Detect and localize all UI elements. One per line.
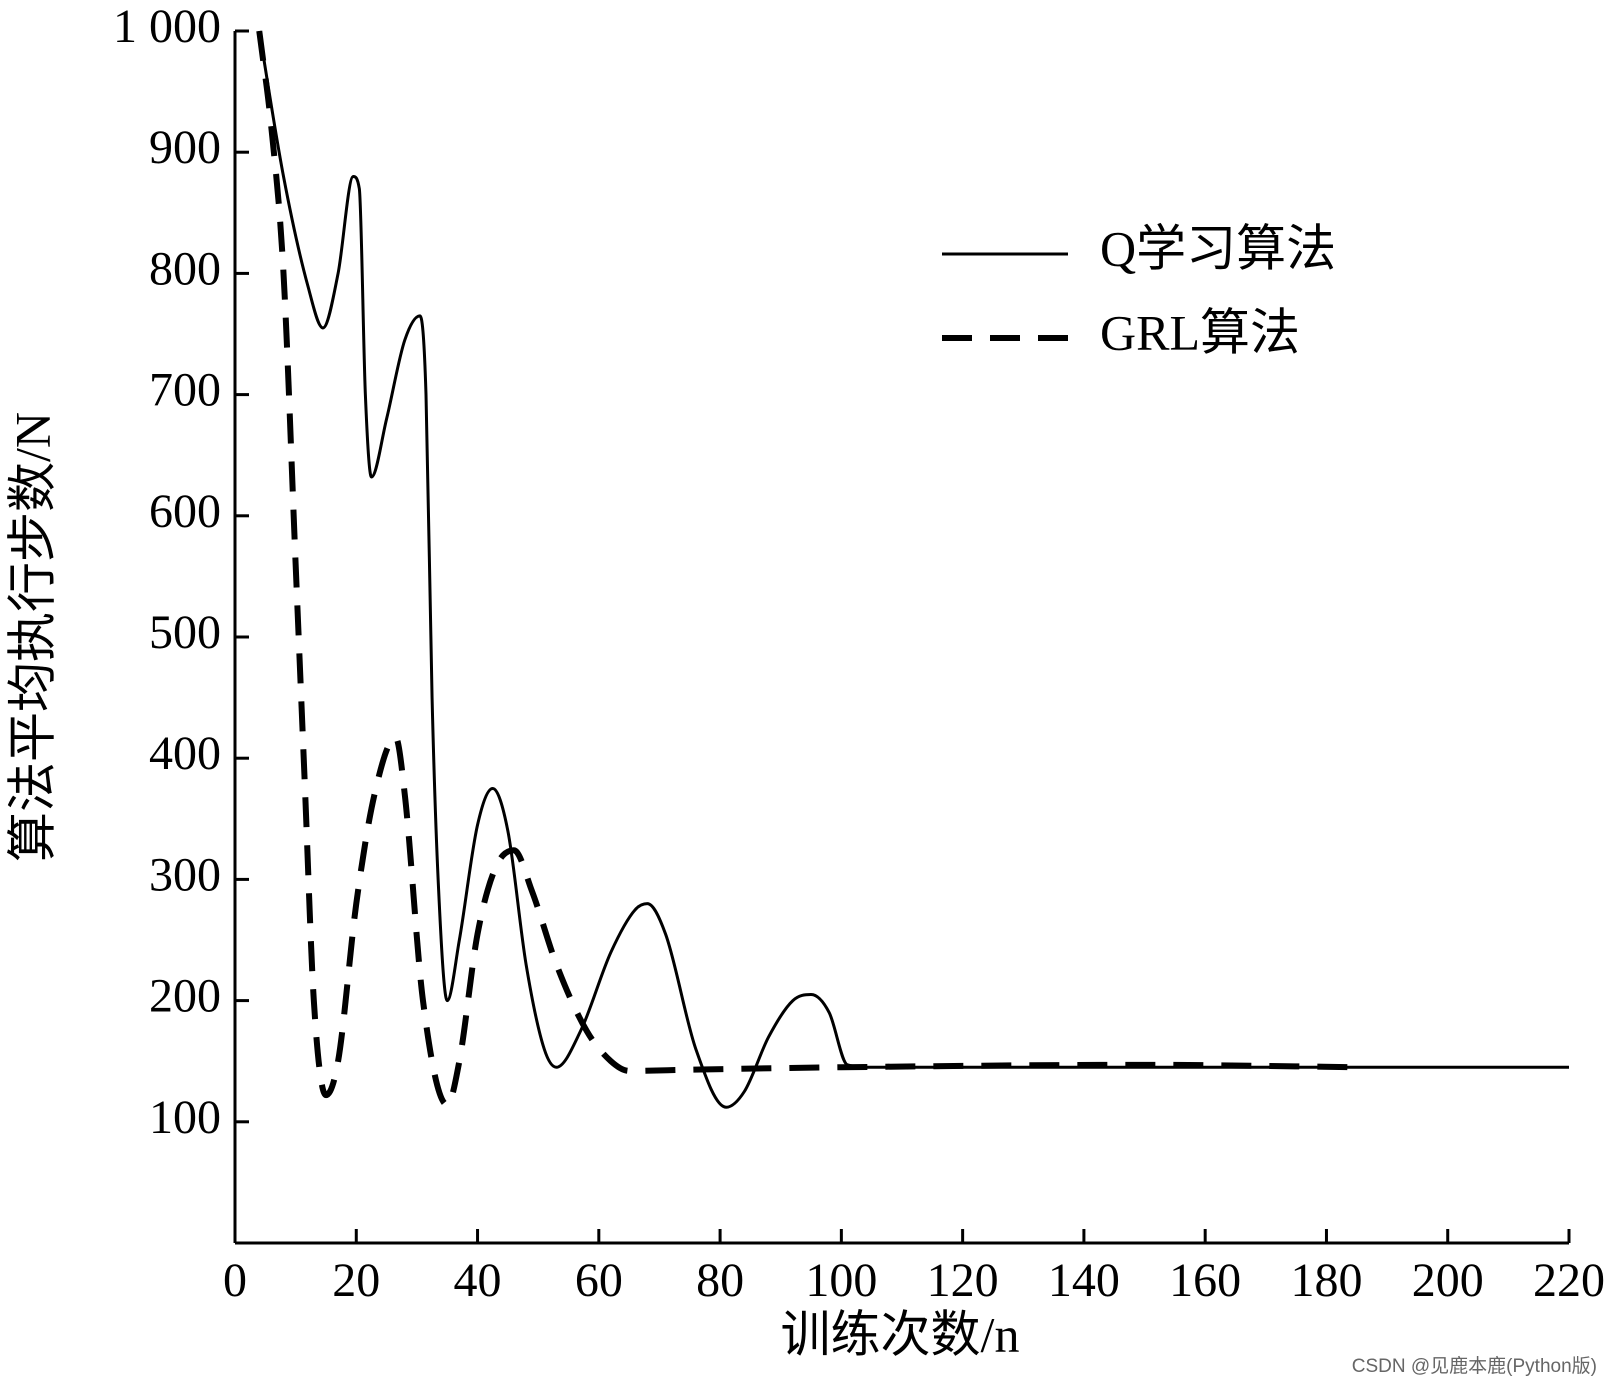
x-tick-label: 40	[454, 1254, 502, 1307]
y-tick-label: 1 000	[113, 0, 221, 53]
legend-label: GRL算法	[1100, 304, 1300, 360]
x-tick-label: 180	[1290, 1254, 1362, 1307]
y-tick-label: 100	[149, 1091, 221, 1144]
x-axis-title: 训练次数/n	[781, 1306, 1020, 1362]
line-series	[256, 30, 1363, 1108]
x-tick-label: 0	[223, 1254, 247, 1307]
x-tick-label: 140	[1048, 1254, 1120, 1307]
x-tick-label: 20	[332, 1254, 380, 1307]
x-tick-label: 60	[575, 1254, 623, 1307]
x-tick-label: 220	[1533, 1254, 1605, 1307]
x-tick-label: 80	[696, 1254, 744, 1307]
y-tick-label: 400	[149, 727, 221, 780]
y-tick-label: 200	[149, 970, 221, 1023]
legend-label: Q学习算法	[1100, 220, 1336, 276]
y-tick-label: 300	[149, 848, 221, 901]
x-tick-label: 200	[1412, 1254, 1484, 1307]
y-tick-label: 800	[149, 242, 221, 295]
y-tick-label: 900	[149, 121, 221, 174]
x-tick-label: 120	[927, 1254, 999, 1307]
y-tick-label: 600	[149, 485, 221, 538]
line-series	[257, 30, 1569, 1109]
x-tick-label: 160	[1169, 1254, 1241, 1307]
y-tick-label: 700	[149, 364, 221, 417]
x-tick-label: 100	[805, 1254, 877, 1307]
watermark: CSDN @见鹿本鹿(Python版)	[1352, 1355, 1597, 1377]
y-axis-title: 算法平均执行步数/N	[4, 412, 60, 862]
y-tick-label: 500	[149, 606, 221, 659]
